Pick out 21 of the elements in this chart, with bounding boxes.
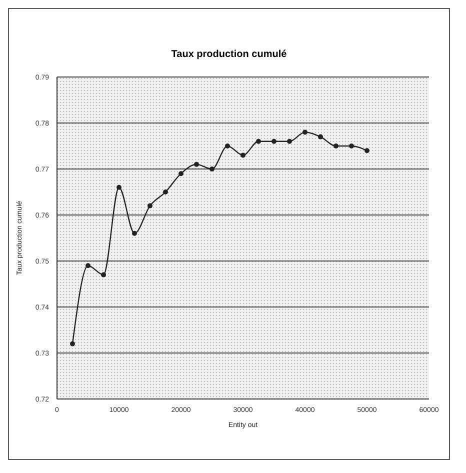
- point: [132, 230, 137, 236]
- point: [287, 138, 292, 144]
- point: [256, 138, 261, 144]
- point: [148, 203, 152, 208]
- point: [194, 162, 199, 167]
- point: [70, 341, 75, 346]
- point: [116, 184, 122, 190]
- point: [225, 144, 230, 148]
- point: [86, 263, 90, 268]
- point: [163, 190, 168, 194]
- point: [334, 144, 338, 148]
- point: [272, 138, 276, 144]
- point: [101, 272, 106, 278]
- point: [302, 130, 308, 135]
- point: [364, 148, 370, 154]
- point: [240, 152, 246, 158]
- point: [349, 144, 354, 148]
- point: [318, 134, 323, 140]
- chart-title: Taux production cumulé: [170, 48, 288, 62]
- point: [210, 166, 214, 172]
- point: [178, 171, 184, 176]
